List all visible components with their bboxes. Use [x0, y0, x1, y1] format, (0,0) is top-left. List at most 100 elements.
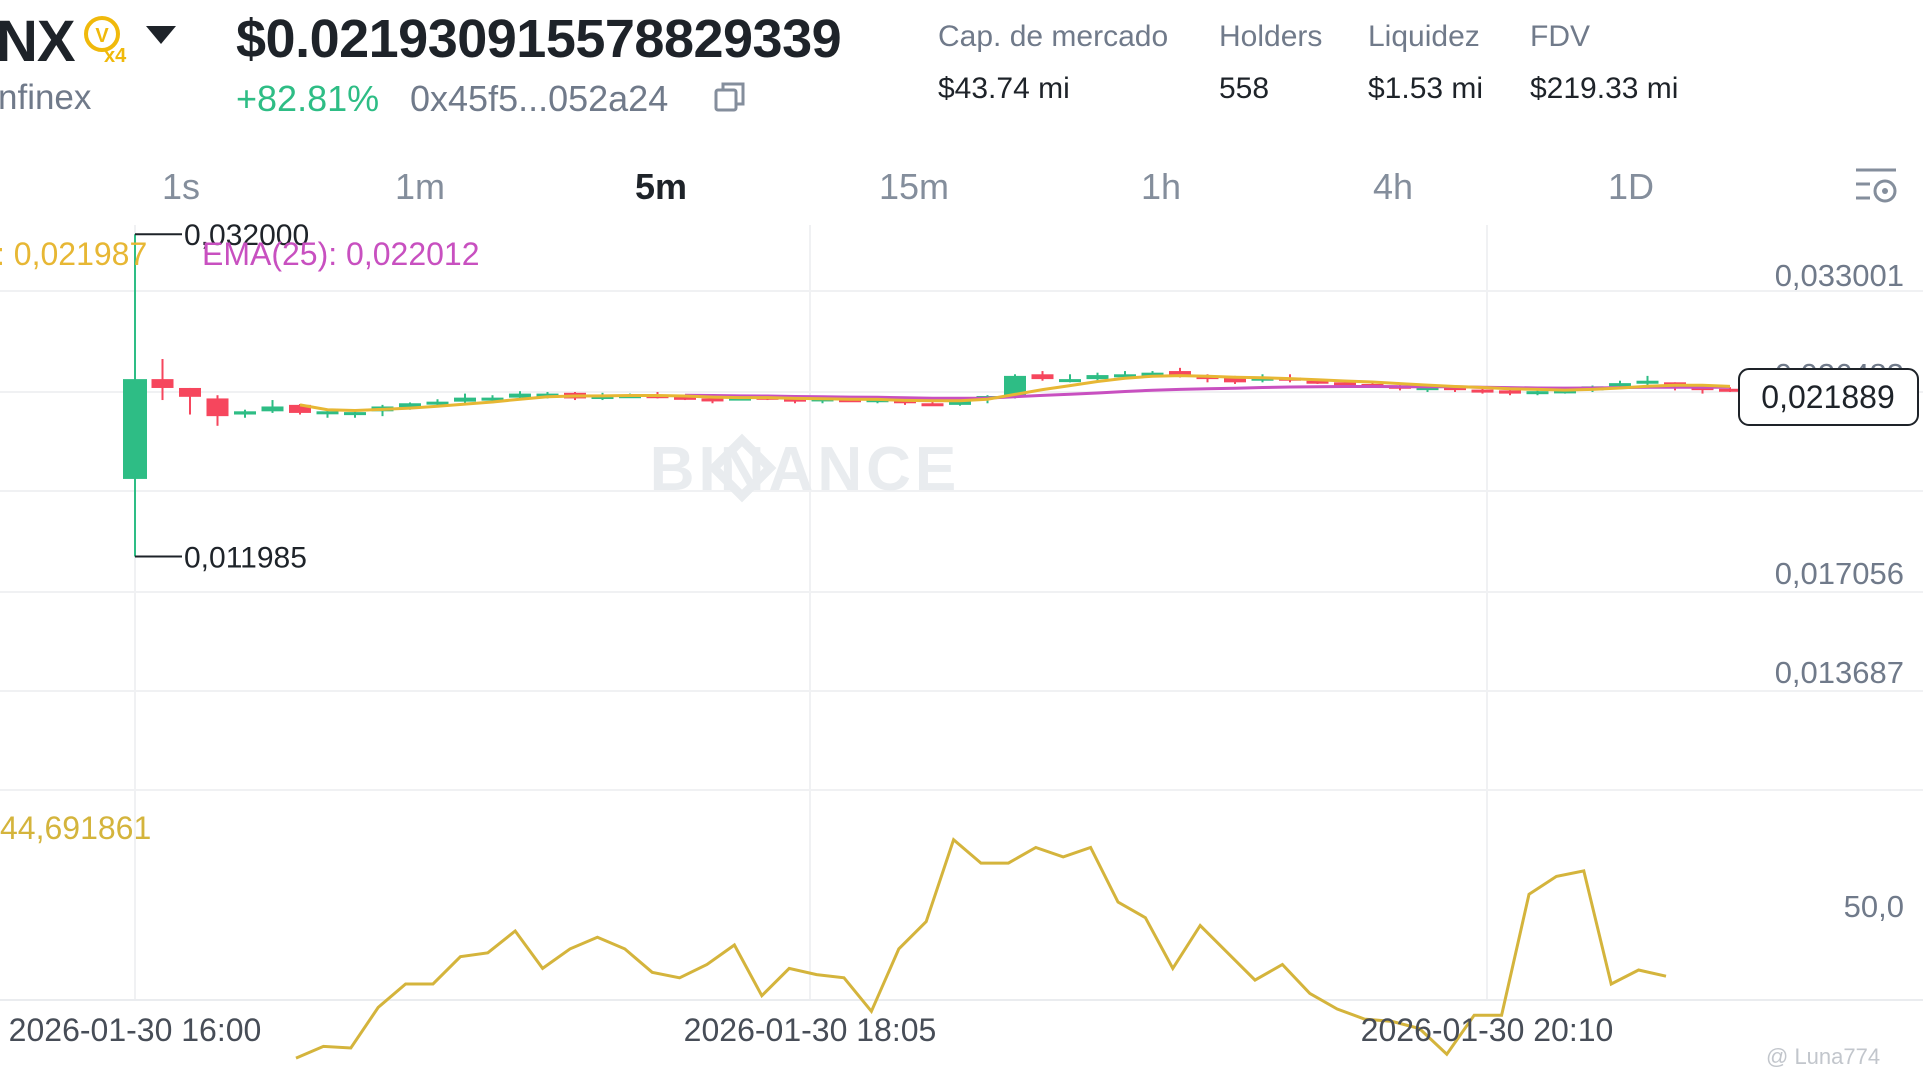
candle-body [674, 396, 696, 400]
watermark-text: BINANCE [650, 435, 960, 504]
candle-body [701, 398, 724, 402]
candlestick-series [123, 234, 1741, 557]
candle-body [1114, 374, 1136, 378]
candle-body [784, 398, 806, 402]
time-tick-label: 2026-01-30 18:05 [684, 1012, 937, 1048]
candle-body [289, 404, 311, 413]
candle-body [591, 396, 614, 400]
candle-body [1224, 377, 1246, 383]
candle-body [1499, 390, 1521, 394]
candle-body [1719, 388, 1741, 392]
candle-body [234, 411, 256, 415]
candle-body [261, 406, 284, 412]
candle-body [729, 397, 751, 401]
stat-fdv-label: FDV [1530, 20, 1590, 53]
stat-holders-label: Holders [1219, 20, 1323, 53]
tab-15m[interactable]: 15m [878, 166, 950, 207]
candle-body [1059, 379, 1081, 383]
tab-1s[interactable]: 1s [161, 166, 201, 207]
ma7-legend: : 0,021987 [0, 236, 148, 272]
low-label: 0,011985 [184, 541, 307, 574]
candle-body [839, 399, 861, 403]
candle-body [921, 403, 944, 407]
candle [1059, 374, 1081, 383]
candle-body [536, 393, 559, 397]
candle-body [509, 393, 531, 398]
ema25-line [684, 385, 1731, 400]
candle-body [1141, 372, 1164, 376]
current-price-box [1738, 368, 1919, 426]
stat-fdv-value: $219.33 mi [1530, 72, 1679, 105]
rsi-series: 50,0 [295, 837, 1904, 1060]
contract-address: 0x45f5...052a24 [410, 78, 669, 119]
candle-body [1169, 371, 1191, 376]
candle-body [316, 411, 339, 415]
stat-liquidity-label: Liquidez [1368, 20, 1480, 53]
high-low-markers: 0,032000 0,011985 [135, 219, 309, 574]
price-tick-label: 0,033001 [1775, 258, 1904, 293]
candle-body [179, 387, 201, 397]
copy-icon[interactable] [713, 80, 747, 114]
ema25-legend: EMA(25): 0,022012 [202, 236, 480, 272]
time-tick-label: 2026-01-30 16:00 [9, 1012, 262, 1048]
tab-4h[interactable]: 4h [1372, 166, 1414, 207]
candle-body [1609, 383, 1631, 387]
time-tick-label: 2026-01-30 20:10 [1361, 1012, 1614, 1048]
stat-liquidity-value: $1.53 mi [1368, 72, 1484, 105]
candle-body [481, 397, 504, 401]
candle [234, 409, 256, 418]
candle [179, 387, 201, 415]
verified-badge-icon: V x4 [84, 16, 127, 64]
author-credit: @ Luna774 [1766, 1044, 1881, 1069]
candle-body [454, 397, 476, 402]
badge-multiplier: x4 [104, 45, 127, 64]
rsi-legend: 44,691861 [0, 810, 152, 846]
chart-settings-icon[interactable] [1852, 162, 1900, 208]
token-price: $0.021930915578829339 [236, 9, 842, 69]
binance-logo-watermark [707, 433, 777, 503]
tab-1d[interactable]: 1D [1607, 166, 1655, 207]
exchange-name: nfinex [0, 78, 92, 117]
candle [921, 401, 944, 407]
candle-body [344, 412, 366, 416]
rsi-tick-label: 50,0 [1844, 889, 1904, 924]
candle-body [1004, 375, 1026, 397]
price-tick-label: 0,013687 [1775, 655, 1904, 690]
candle-body [1031, 374, 1054, 380]
candle [1086, 372, 1109, 381]
tab-1h[interactable]: 1h [1140, 166, 1182, 207]
candle [1719, 387, 1741, 392]
current-price-marker: 0,021889 [1738, 368, 1919, 426]
candle-body [1554, 390, 1576, 394]
tab-1m[interactable]: 1m [394, 166, 446, 207]
token-ticker: NX [0, 9, 76, 74]
price-tick-label: 0,017056 [1775, 556, 1904, 591]
candle-body [1334, 382, 1356, 386]
candle-body [1444, 387, 1466, 391]
candle [1031, 371, 1054, 381]
stat-market-cap-value: $43.74 mi [938, 72, 1070, 105]
candle-body [399, 403, 421, 408]
rsi-line [295, 837, 1667, 1060]
tab-5m[interactable]: 5m [634, 166, 688, 207]
candle-body [1086, 375, 1109, 380]
candle-body [1471, 389, 1494, 393]
current-price-label: 0,021889 [1761, 379, 1894, 415]
ma7-line [299, 374, 1731, 413]
candle [1636, 375, 1659, 386]
candle-body [426, 401, 449, 405]
stat-market-cap-label: Cap. de mercado [938, 20, 1169, 53]
candle [151, 358, 174, 401]
moving-average-lines [299, 374, 1731, 413]
candle-body [1526, 391, 1549, 395]
caret-down-icon[interactable] [146, 26, 176, 44]
candle-body [1416, 387, 1439, 391]
stat-holders-value: 558 [1219, 72, 1270, 105]
high-label: 0,032000 [184, 219, 309, 252]
candle [206, 395, 229, 426]
chart-grid [0, 225, 1923, 1001]
candle [261, 400, 284, 413]
candle-body [1636, 380, 1659, 384]
